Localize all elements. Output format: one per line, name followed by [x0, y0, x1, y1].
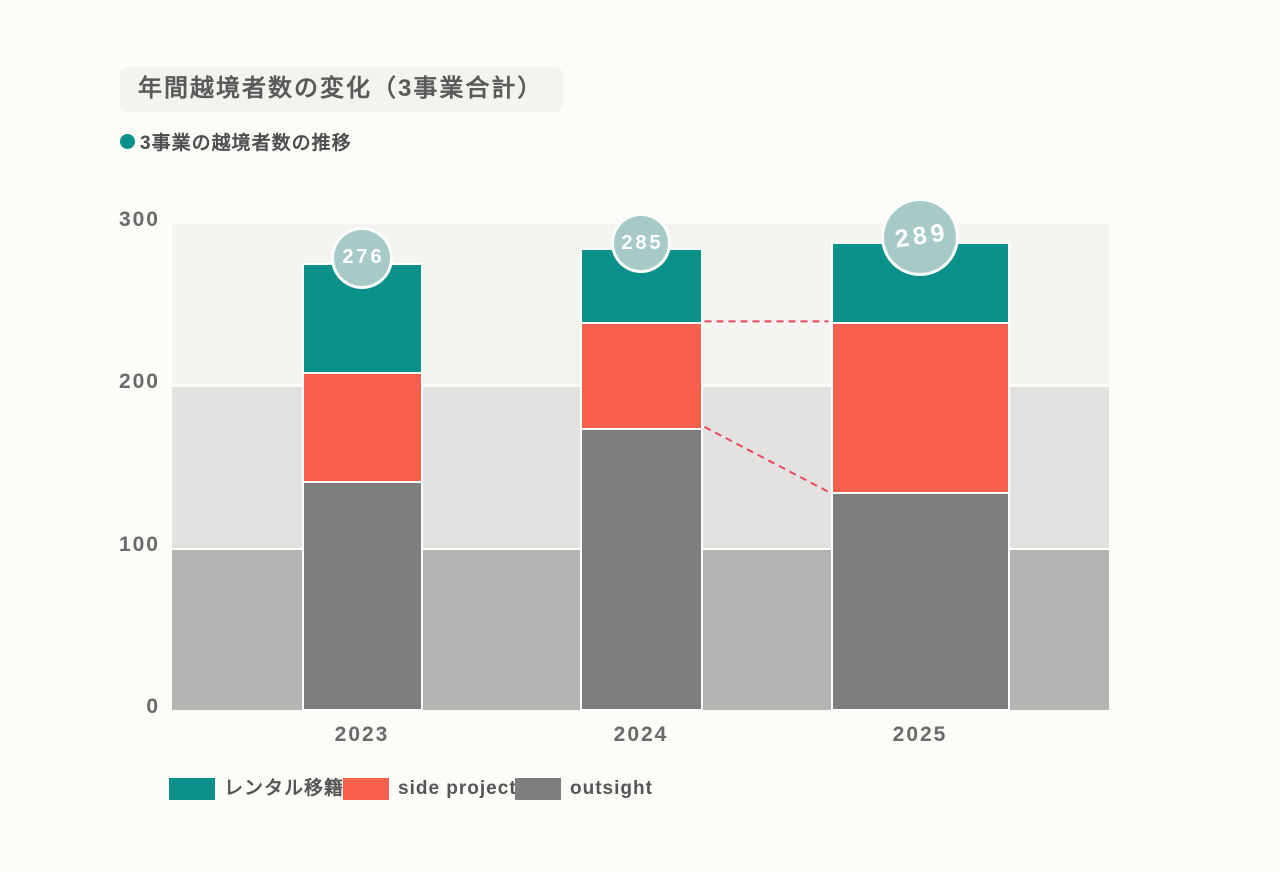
x-tick-2025: 2025 — [892, 723, 948, 746]
y-tick-0: 0 — [146, 695, 160, 718]
y-tick-200: 200 — [118, 370, 160, 394]
y-tick-100: 100 — [118, 532, 160, 556]
x-tick-2023: 2023 — [334, 723, 390, 746]
x-tick-2024: 2024 — [613, 723, 669, 746]
bar-segment-side-project-2025 — [832, 322, 1008, 492]
bar-segment-outsight-2024 — [581, 427, 701, 709]
legend-item-side-project: side project — [343, 778, 517, 800]
total-badge-value: 285 — [621, 231, 664, 254]
subtitle-bullet-icon — [120, 134, 135, 149]
total-badge-value: 276 — [342, 246, 385, 269]
legend-item-outsight: outsight — [515, 778, 653, 800]
legend-label-outsight: outsight — [570, 778, 653, 799]
chart-subtitle: 3事業の越境者数の推移 — [120, 128, 352, 155]
chart-title: 年間越境者数の変化（3事業合計） — [138, 75, 544, 102]
bar-segment-side-project-2024 — [581, 322, 701, 428]
bar-2025 — [830, 241, 1010, 711]
legend-item-rental-iseki: レンタル移籍 — [169, 778, 344, 800]
legend-swatch-outsight — [515, 778, 561, 800]
bar-2023 — [301, 262, 423, 711]
legend-swatch-rental-iseki — [169, 778, 215, 800]
y-tick-300: 300 — [118, 208, 160, 231]
legend-label-side-project: side project — [398, 778, 517, 799]
total-badge-value: 289 — [892, 218, 950, 254]
bar-2024 — [579, 248, 703, 711]
total-badge-2025: 289 — [881, 197, 959, 276]
chart-subtitle-text: 3事業の越境者数の推移 — [140, 133, 352, 154]
bar-segment-side-project-2023 — [303, 371, 421, 481]
legend-swatch-side-project — [343, 778, 389, 800]
chart-title-chip: 年間越境者数の変化（3事業合計） — [120, 67, 564, 112]
bar-segment-outsight-2025 — [832, 491, 1008, 709]
plot-area: 276 285 289 — [172, 197, 1109, 711]
total-badge-2024: 285 — [611, 213, 671, 274]
legend-label-rental-iseki: レンタル移籍 — [224, 778, 345, 799]
bar-segment-outsight-2023 — [303, 480, 421, 709]
legend: レンタル移籍 side project outsight — [0, 776, 1280, 806]
total-badge-2023: 276 — [331, 226, 393, 289]
